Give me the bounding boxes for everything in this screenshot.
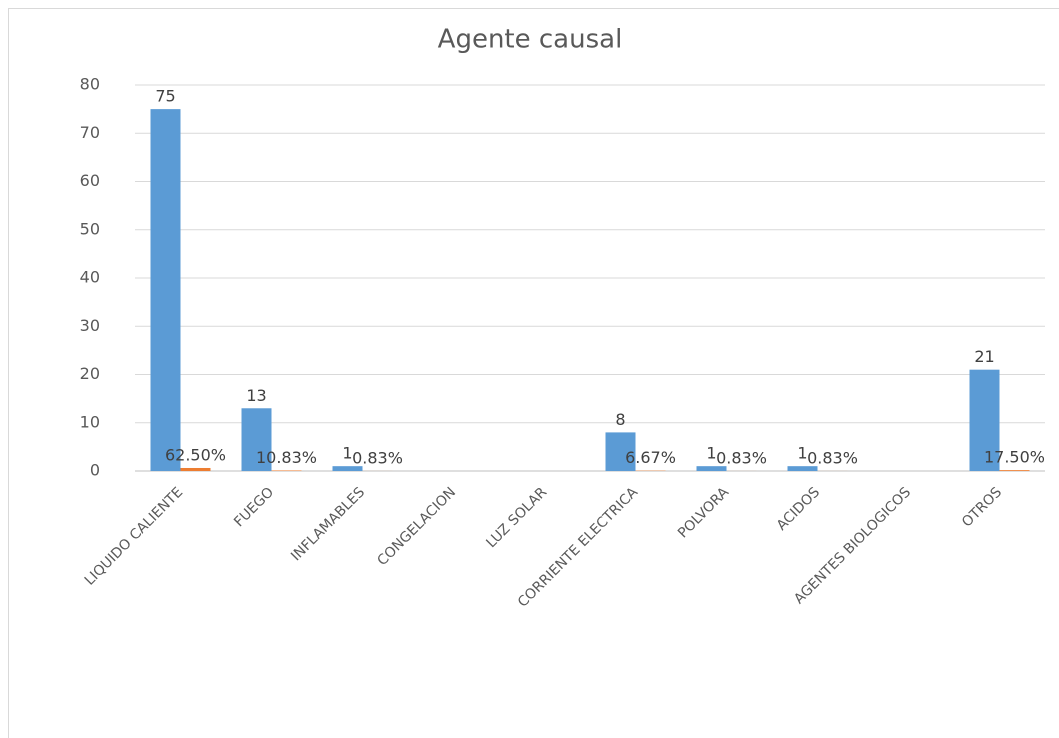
data-label: 6.67% <box>625 448 676 467</box>
bar <box>150 109 181 471</box>
bar <box>969 369 1000 471</box>
data-label: 10.83% <box>256 448 317 467</box>
data-label: 1 <box>706 444 716 463</box>
data-label: 0.83% <box>807 448 858 467</box>
bar <box>696 466 727 471</box>
bar <box>605 432 636 471</box>
data-label: 0.83% <box>352 448 403 467</box>
data-label: 0.83% <box>716 448 767 467</box>
data-label: 1 <box>342 444 352 463</box>
data-label: 62.50% <box>165 445 226 464</box>
data-label: 13 <box>246 386 266 405</box>
data-label: 21 <box>974 347 994 366</box>
data-label: 1 <box>797 444 807 463</box>
bar <box>787 466 818 471</box>
y-tick-label: 0 <box>90 461 100 480</box>
y-tick-label: 50 <box>80 219 100 238</box>
data-label: 75 <box>155 87 175 106</box>
y-tick-label: 40 <box>80 268 100 287</box>
y-tick-label: 30 <box>80 316 100 335</box>
bar <box>241 408 272 471</box>
data-label: 17.50% <box>984 448 1045 467</box>
y-tick-label: 60 <box>80 171 100 190</box>
chart-title: Agente causal <box>438 25 623 55</box>
bar <box>180 467 211 471</box>
data-label: 8 <box>615 410 625 429</box>
y-tick-label: 80 <box>80 75 100 94</box>
bar <box>271 470 302 471</box>
y-tick-label: 70 <box>80 123 100 142</box>
y-tick-label: 20 <box>80 364 100 383</box>
bar <box>999 470 1030 471</box>
chart-frame <box>8 8 1059 738</box>
y-tick-label: 10 <box>80 412 100 431</box>
bar <box>332 466 363 471</box>
